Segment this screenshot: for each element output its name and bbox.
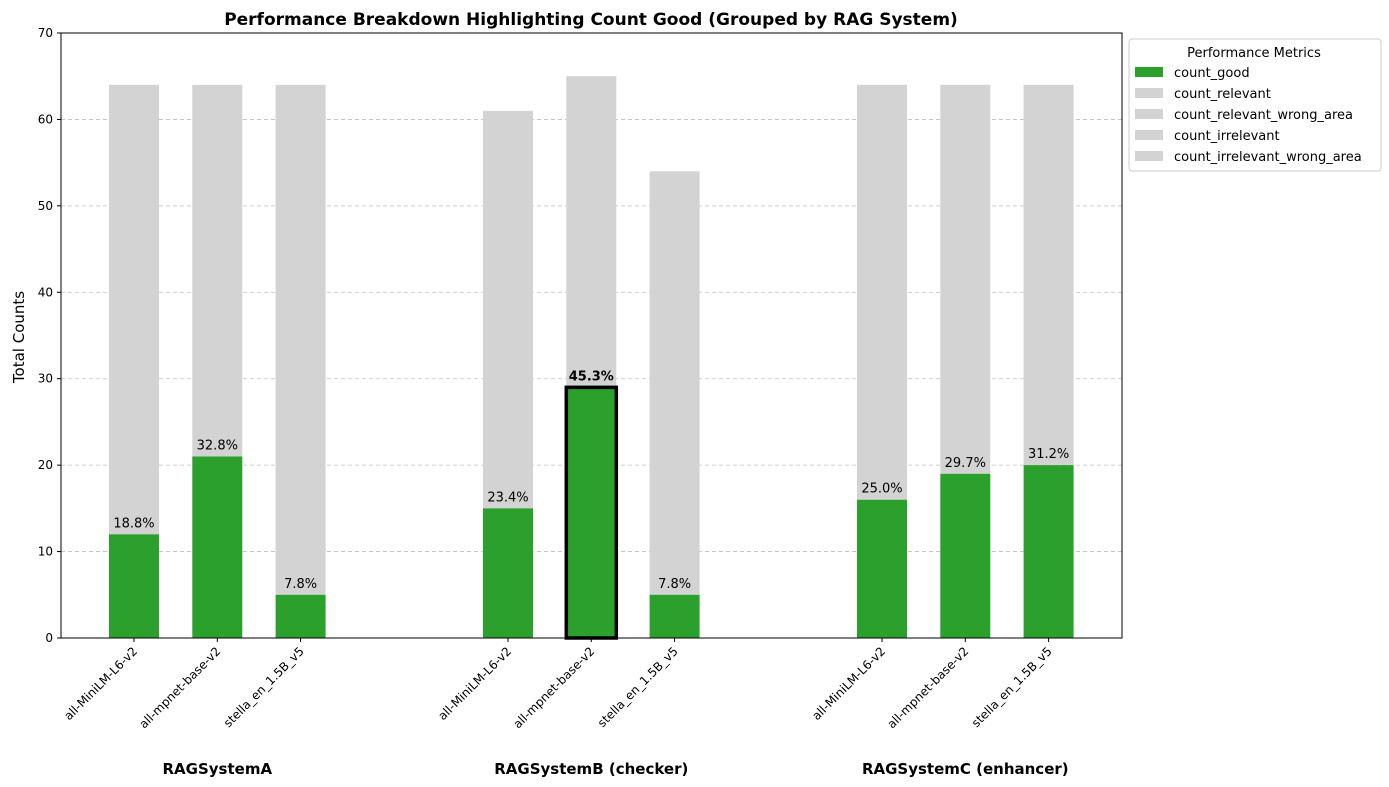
x-tick-label-2-1: all-mpnet-base-v2 [884, 644, 971, 731]
legend[interactable]: Performance Metrics count_good count_relev… [1128, 38, 1382, 172]
bar-other-2-1 [940, 84, 991, 474]
y-tick-label-50: 50 [38, 199, 53, 213]
y-tick-label-70: 70 [38, 26, 53, 40]
plot-frame [60, 32, 1123, 639]
legend-entry-4: count_irrelevant_wrong_area [1174, 150, 1362, 165]
bar-other-0-1 [192, 84, 243, 457]
bar-good-0-0 [109, 534, 159, 638]
bar-other-0-0 [109, 84, 159, 535]
group-labels: RAGSystemA RAGSystemB (checker) RAGSystemC… [163, 760, 1069, 778]
bar-good-1-2 [649, 594, 700, 638]
legend-entry-3: count_irrelevant [1174, 129, 1280, 144]
bar-other-1-2 [649, 171, 700, 595]
axes: 0 10 20 30 40 50 60 70 [38, 26, 1123, 645]
legend-box [1128, 38, 1382, 172]
y-tick-label-60: 60 [38, 112, 53, 126]
legend-swatch-3 [1135, 130, 1163, 140]
y-tick-label-0: 0 [45, 631, 53, 645]
group-label-0: RAGSystemA [163, 760, 273, 778]
bar-good-2-2 [1023, 465, 1074, 638]
legend-entry-2: count_relevant_wrong_area [1174, 108, 1353, 123]
pct-label-1-1: 45.3% [569, 369, 614, 384]
bar-good-1-0 [483, 508, 533, 638]
x-tick-label-1-2: stella_en_1.5B_v5 [595, 644, 681, 730]
group-label-2: RAGSystemC (enhancer) [862, 760, 1069, 778]
legend-swatch-0 [1135, 67, 1163, 77]
pct-label-0-0: 18.8% [113, 516, 154, 531]
legend-entry-1: count_relevant [1174, 87, 1271, 102]
legend-swatch-1 [1135, 88, 1163, 98]
bar-good-0-1 [192, 456, 243, 638]
bar-labels: 18.8% 32.8% 7.8% 23.4% 45.3% 7.8% 25.0% 29.7% 31… [113, 369, 1069, 591]
x-tick-label-0-1: all-mpnet-base-v2 [136, 644, 223, 731]
chart-title: Performance Breakdown Highlighting Count… [224, 10, 958, 30]
bar-good-0-2 [275, 594, 326, 638]
x-tick-labels: all-MiniLM-L6-v2all-mpnet-base-v2stella_… [61, 644, 1054, 731]
x-tick-label-1-0: all-MiniLM-L6-v2 [435, 644, 514, 723]
x-tick-label-0-0: all-MiniLM-L6-v2 [61, 644, 140, 723]
legend-entry-0: count_good [1174, 66, 1250, 81]
y-tick-label-10: 10 [38, 545, 53, 559]
pct-label-1-2: 7.8% [658, 577, 691, 592]
pct-label-2-1: 29.7% [945, 456, 986, 471]
legend-swatch-4 [1135, 151, 1163, 161]
y-tick-label-30: 30 [38, 372, 53, 386]
legend-swatch-2 [1135, 109, 1163, 119]
bar-other-1-1 [566, 76, 617, 388]
pct-label-2-2: 31.2% [1028, 447, 1069, 462]
bar-other-1-0 [483, 110, 533, 509]
legend-title: Performance Metrics [1187, 46, 1321, 61]
pct-label-2-0: 25.0% [861, 482, 902, 497]
x-tick-label-0-2: stella_en_1.5B_v5 [221, 644, 307, 730]
bar-other-0-2 [275, 84, 326, 595]
x-tick-label-2-0: all-MiniLM-L6-v2 [809, 644, 888, 723]
bars [109, 76, 1074, 640]
bar-good-2-0 [857, 499, 907, 638]
y-tick-label-20: 20 [38, 458, 53, 472]
pct-label-1-0: 23.4% [487, 490, 528, 505]
pct-label-0-2: 7.8% [284, 577, 317, 592]
bar-good-1-1 [564, 385, 619, 640]
x-tick-label-2-2: stella_en_1.5B_v5 [969, 644, 1055, 730]
x-tick-label-1-1: all-mpnet-base-v2 [510, 644, 597, 731]
bar-other-2-0 [857, 84, 907, 500]
bar-good-2-1 [940, 473, 991, 638]
y-axis-title: Total Counts [10, 291, 28, 384]
pct-label-0-1: 32.8% [197, 439, 238, 454]
y-tick-label-40: 40 [38, 285, 53, 299]
group-label-1: RAGSystemB (checker) [494, 760, 688, 778]
bar-other-2-2 [1023, 84, 1074, 466]
